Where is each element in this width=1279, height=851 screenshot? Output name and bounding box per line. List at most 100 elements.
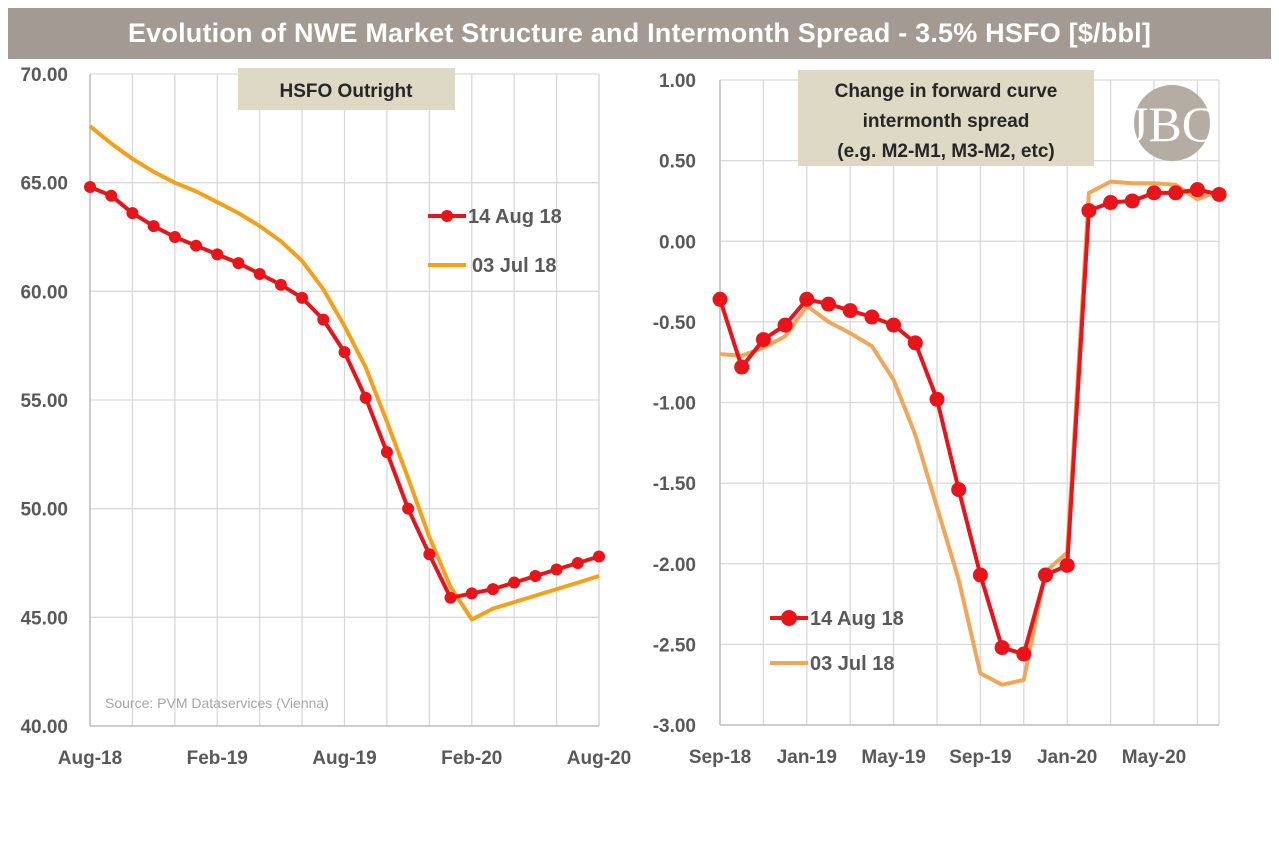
left-x-tick-label: Feb-20: [441, 748, 502, 769]
left-legend: 14 Aug 18 03 Jul 18: [428, 206, 562, 277]
left-y-tick-label: 50.00: [20, 500, 68, 521]
left-series-0-point-12: [338, 346, 351, 359]
left-series-0-point-14: [380, 446, 393, 459]
left-y-tick-labels: 40.00 45.00 50.00 55.00 60.00 65.00 70.00: [20, 65, 68, 738]
left-title-box: [238, 68, 455, 110]
left-chart-title: HSFO Outright: [280, 81, 414, 102]
left-x-tick-labels: Aug-18 Feb-19 Aug-19 Feb-20 Aug-20: [58, 748, 631, 769]
left-series-0-point-9: [274, 278, 287, 291]
left-series-0-point-4: [168, 231, 181, 243]
right-legend-label-14aug: 14 Aug 18: [810, 608, 904, 630]
left-series-0-point-20: [508, 576, 521, 589]
right-series-0-point-5: [821, 296, 836, 312]
right-x-tick-label: Jan-20: [1037, 747, 1097, 768]
right-series-0-point-16: [1059, 557, 1075, 573]
left-legend-label-03jul: 03 Jul 18: [472, 255, 557, 277]
left-y-tick-label: 70.00: [20, 65, 68, 86]
right-y-tick-label: -1.00: [653, 394, 696, 415]
left-series-0-point-11: [317, 313, 330, 326]
left-series-0-point-1: [105, 189, 118, 202]
right-series-0-point-21: [1168, 185, 1184, 201]
right-title-line-2: intermonth spread: [863, 111, 1030, 132]
right-series-0-point-18: [1103, 195, 1119, 211]
right-series-0-point-23: [1211, 186, 1227, 202]
left-legend-label-14aug: 14 Aug 18: [468, 206, 562, 228]
left-series-0-point-19: [486, 583, 499, 596]
left-series-0-point-16: [423, 548, 436, 561]
right-series-0-point-1: [734, 359, 750, 375]
left-x-tick-label: Aug-19: [312, 748, 376, 769]
right-legend: 14 Aug 18 03 Jul 18: [770, 608, 904, 675]
left-x-tick-label: Aug-20: [567, 748, 631, 769]
left-gridlines: [89, 73, 600, 727]
left-y-tick-label: 40.00: [20, 717, 68, 738]
right-series-0-point-7: [864, 309, 880, 325]
right-y-tick-label: 0.00: [659, 232, 696, 253]
right-x-tick-label: May-20: [1122, 747, 1186, 768]
right-y-tick-label: 0.50: [659, 152, 696, 173]
left-y-tick-label: 55.00: [20, 391, 68, 412]
chart-title-bar: Evolution of NWE Market Structure and In…: [8, 8, 1271, 59]
left-series-0-point-22: [550, 563, 563, 576]
right-x-tick-label: Sep-18: [689, 747, 751, 768]
right-series-0-point-9: [907, 335, 923, 351]
right-x-tick-label: May-19: [861, 747, 925, 768]
right-series-0-point-4: [799, 291, 815, 307]
left-series-0-point-17: [444, 591, 457, 604]
right-series-line-0: [718, 187, 1220, 656]
right-x-tick-label: Sep-19: [949, 747, 1011, 768]
right-y-tick-label: -2.00: [653, 555, 696, 576]
logo-badge-icon: [1134, 85, 1210, 161]
left-series-0-point-15: [402, 502, 415, 515]
logo-text: JBC: [1129, 96, 1215, 152]
right-series-line-1: [719, 179, 1220, 687]
right-series-0-point-11: [951, 482, 967, 498]
right-series-0-point-6: [842, 303, 858, 319]
left-series-0-point-13: [359, 391, 372, 404]
right-series-0-point-15: [1038, 567, 1053, 583]
right-gridlines: [719, 79, 1220, 726]
left-chart: 40.00 45.00 50.00 55.00 60.00 65.00 70.00 Aug-…: [20, 65, 631, 769]
left-series-line-1: [88, 124, 600, 622]
left-x-tick-label: Aug-18: [58, 748, 122, 769]
right-legend-label-03jul: 03 Jul 18: [810, 653, 895, 675]
right-chart: -3.00 -2.50 -2.00 -1.50 -1.00 -0.50 0.00 0.50 1.…: [653, 70, 1227, 768]
chart-title: Evolution of NWE Market Structure and In…: [127, 18, 1152, 48]
left-series-group: [84, 124, 605, 622]
right-y-tick-label: -3.00: [653, 716, 696, 737]
right-series-0-point-20: [1146, 185, 1162, 201]
right-y-tick-label: -1.50: [653, 474, 696, 495]
right-x-tick-label: Jan-19: [777, 747, 837, 768]
right-series-0-point-19: [1124, 193, 1140, 209]
right-series-0-point-22: [1189, 182, 1205, 198]
left-series-0-point-10: [296, 291, 309, 304]
left-series-0-point-24: [593, 550, 605, 563]
right-series-0-point-0: [712, 291, 728, 307]
left-series-0-point-8: [253, 267, 266, 280]
right-y-tick-label: 1.00: [659, 71, 696, 92]
right-title-line-3: (e.g. M2-M1, M3-M2, etc): [837, 141, 1054, 162]
left-series-0-point-23: [571, 557, 584, 569]
right-y-tick-label: -2.50: [653, 635, 696, 656]
source-note: Source: PVM Dataservices (Vienna): [105, 695, 329, 711]
right-series-0-point-8: [886, 317, 902, 333]
logo: JBC: [1129, 85, 1215, 161]
right-x-tick-labels: Sep-18 Jan-19 May-19 Sep-19 Jan-20 May-20: [689, 747, 1186, 768]
left-series-0-point-21: [529, 570, 542, 583]
right-title-line-1: Change in forward curve: [835, 81, 1058, 102]
left-series-0-point-3: [147, 220, 160, 233]
left-y-tick-label: 45.00: [20, 608, 68, 629]
left-series-0-point-5: [190, 239, 203, 252]
left-series-0-point-0: [84, 181, 96, 194]
right-series-group: [712, 179, 1227, 687]
right-legend-marker-14aug: [781, 610, 797, 626]
right-series-0-point-2: [755, 332, 771, 348]
right-series-0-point-10: [929, 391, 945, 407]
left-series-0-point-7: [232, 257, 245, 270]
left-legend-marker-14aug: [441, 210, 453, 222]
right-series-0-point-17: [1081, 203, 1097, 219]
left-x-tick-label: Feb-19: [187, 748, 248, 769]
left-series-0-point-18: [465, 587, 478, 600]
left-series-0-point-2: [126, 207, 139, 220]
